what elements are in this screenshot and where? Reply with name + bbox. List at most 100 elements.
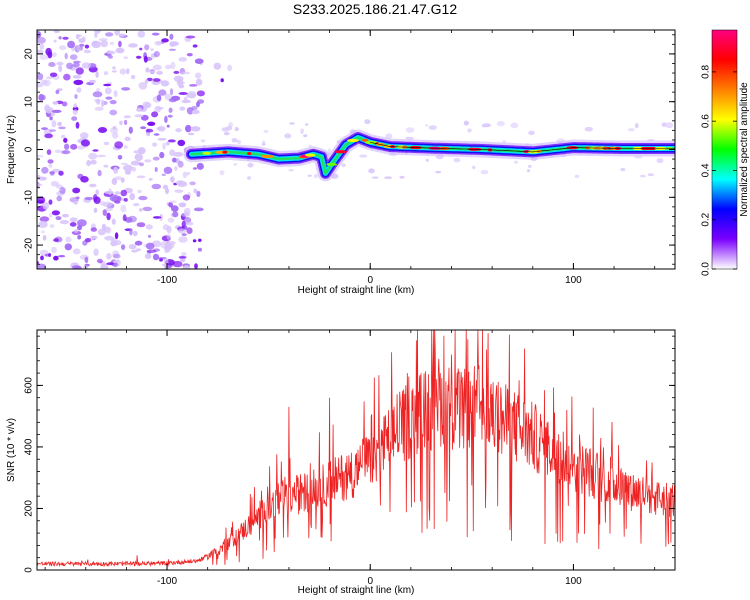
noise-blob — [161, 173, 166, 177]
noise-blob — [37, 200, 44, 204]
noise-blob — [656, 157, 664, 164]
noise-blob — [106, 252, 112, 260]
noise-blob — [190, 126, 201, 132]
noise-blob — [72, 60, 81, 64]
noise-blob — [213, 62, 221, 70]
noise-blob — [234, 127, 239, 132]
noise-blob — [284, 133, 292, 139]
noise-blob — [114, 176, 123, 181]
colorbar-gradient — [711, 29, 738, 270]
noise-blob — [152, 216, 162, 219]
noise-blob — [146, 77, 153, 82]
noise-blob — [178, 255, 187, 259]
noise-blob — [97, 127, 108, 133]
noise-blob — [145, 224, 153, 230]
noise-blob — [45, 107, 54, 114]
noise-blob — [147, 121, 156, 127]
noise-blob — [635, 123, 639, 129]
noise-blob — [113, 240, 122, 246]
noise-blob — [37, 73, 44, 81]
noise-blob — [189, 84, 198, 87]
noise-blob — [59, 220, 69, 225]
noise-blob — [97, 169, 102, 177]
noise-blob — [49, 171, 55, 175]
noise-blob — [78, 38, 86, 43]
noise-blob — [53, 255, 59, 261]
noise-blob — [124, 136, 131, 142]
noise-blob — [156, 106, 164, 110]
noise-blob — [227, 64, 233, 72]
signal-hot-spot — [361, 138, 369, 142]
noise-blob — [58, 36, 62, 40]
noise-blob — [103, 141, 110, 146]
noise-blob — [115, 47, 125, 54]
noise-blob — [194, 58, 204, 64]
noise-blob — [121, 87, 131, 91]
noise-blob — [73, 79, 84, 86]
noise-blob — [88, 79, 97, 83]
signal-hot-spot — [326, 162, 337, 166]
noise-blob — [385, 133, 393, 139]
noise-blob — [105, 96, 113, 100]
noise-blob — [119, 68, 127, 75]
noise-blob — [77, 235, 82, 240]
noise-blob — [193, 207, 204, 212]
noise-blob — [80, 139, 90, 147]
noise-blob — [136, 175, 146, 179]
noise-blob — [187, 132, 195, 136]
noise-blob — [168, 202, 173, 208]
noise-blob — [144, 44, 150, 51]
snr-x-tick-label: 100 — [565, 576, 582, 587]
noise-blob — [181, 220, 186, 229]
noise-blob — [191, 105, 198, 111]
noise-blob — [181, 252, 187, 257]
noise-blob — [247, 162, 254, 168]
noise-blob — [108, 55, 113, 59]
noise-blob — [56, 195, 62, 202]
noise-blob — [64, 52, 68, 60]
noise-blob — [125, 217, 133, 223]
noise-blob — [49, 116, 53, 121]
noise-blob — [182, 265, 191, 269]
noise-blob — [137, 30, 146, 38]
noise-blob — [176, 81, 186, 85]
noise-blob — [61, 101, 68, 107]
noise-blob — [101, 99, 105, 107]
noise-blob — [168, 48, 177, 51]
noise-blob — [181, 71, 190, 75]
noise-blob — [94, 30, 101, 34]
noise-blob — [134, 153, 143, 161]
noise-blob — [61, 150, 71, 155]
noise-blob — [288, 169, 294, 172]
noise-blob — [182, 194, 191, 201]
noise-blob — [72, 187, 81, 194]
noise-blob — [103, 83, 112, 87]
noise-blob — [84, 196, 94, 201]
noise-blob — [58, 45, 67, 51]
page-title: S233.2025.186.21.47.G12 — [292, 1, 458, 17]
noise-blob — [513, 160, 518, 164]
noise-blob — [196, 101, 200, 108]
noise-blob — [106, 262, 115, 266]
noise-blob — [49, 212, 53, 218]
noise-blob — [75, 121, 80, 129]
noise-blob — [112, 253, 121, 259]
noise-blob — [95, 71, 99, 78]
snr-series-line — [37, 330, 675, 568]
noise-blob — [112, 126, 117, 130]
noise-blob — [510, 122, 519, 129]
snr-x-tick-label: -100 — [157, 576, 177, 587]
snr-y-tick-label: 600 — [24, 377, 35, 394]
noise-blob — [147, 234, 152, 238]
signal-hot-spot — [202, 151, 211, 155]
noise-blob — [102, 226, 110, 233]
noise-blob — [133, 203, 140, 207]
noise-blob — [60, 134, 66, 139]
noise-blob — [94, 106, 104, 111]
noise-blob — [40, 255, 44, 261]
noise-blob — [159, 151, 165, 159]
noise-blob — [368, 168, 375, 174]
noise-blob — [48, 62, 56, 67]
noise-blob — [44, 133, 53, 139]
